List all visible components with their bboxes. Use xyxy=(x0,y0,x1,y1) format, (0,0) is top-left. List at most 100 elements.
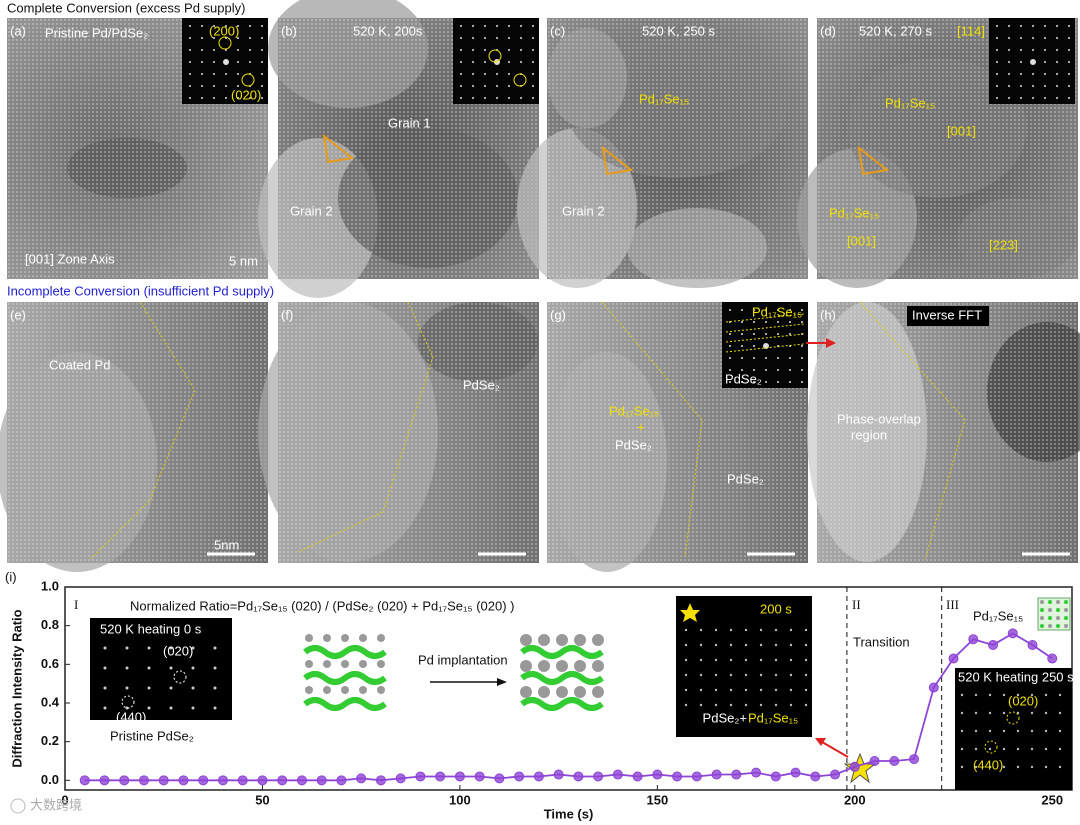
spot xyxy=(774,688,778,692)
y-axis-label: Diffraction Intensity Ratio xyxy=(9,609,24,767)
fft-spot xyxy=(201,49,203,51)
lattice xyxy=(817,302,1078,563)
panel-text: Pd₁₇Se₁₅ xyxy=(609,403,659,418)
layer xyxy=(520,671,604,685)
inset-text: PdSe₂+ xyxy=(703,710,747,725)
fft-spot xyxy=(520,49,522,51)
fft-spot xyxy=(1044,97,1046,99)
fft-spot xyxy=(189,49,191,51)
panel-text: [001] xyxy=(847,233,876,248)
inset-caption: Pristine PdSe₂ xyxy=(110,728,194,743)
atom xyxy=(323,634,331,642)
atom xyxy=(359,660,367,668)
panel: (e) Coated Pd 5nm xyxy=(0,301,268,572)
y-tick-label: 0.4 xyxy=(41,694,60,709)
atom xyxy=(341,634,349,642)
spot xyxy=(125,686,129,690)
atom xyxy=(520,634,532,646)
atom xyxy=(1048,600,1052,604)
atom xyxy=(1064,616,1068,620)
spot xyxy=(1016,729,1020,733)
spot xyxy=(789,628,793,632)
fft-spot xyxy=(1056,97,1058,99)
atom xyxy=(556,660,568,672)
data-point xyxy=(711,769,722,780)
spot xyxy=(789,688,793,692)
fft-spot xyxy=(532,85,534,87)
fft-spot xyxy=(1032,37,1034,39)
data-point xyxy=(198,775,209,786)
spot xyxy=(714,673,718,677)
fft-spot xyxy=(225,85,227,87)
spot-circle xyxy=(121,695,135,709)
fft-spot xyxy=(729,369,731,371)
spot xyxy=(1002,747,1006,751)
panel-text: PdSe₂ xyxy=(463,377,500,392)
fft-spot xyxy=(1020,73,1022,75)
data-point xyxy=(751,767,762,778)
fft-spot xyxy=(261,97,263,99)
fft-spot xyxy=(520,61,522,63)
fft-spot xyxy=(729,333,731,335)
fft-spot xyxy=(1056,85,1058,87)
spot xyxy=(789,673,793,677)
fft-spot xyxy=(1008,61,1010,63)
fft-spot xyxy=(777,333,779,335)
fft-spot xyxy=(249,25,251,27)
spot xyxy=(774,673,778,677)
data-point xyxy=(790,767,801,778)
fft-spot xyxy=(261,61,263,63)
fft-spot xyxy=(765,309,767,311)
spot xyxy=(744,658,748,662)
fft-spot xyxy=(996,73,998,75)
panel-label: (f) xyxy=(281,307,293,322)
fft-guide xyxy=(725,313,805,323)
fft-spot xyxy=(801,309,803,311)
panel-text: [001] Zone Axis xyxy=(25,251,115,266)
data-point xyxy=(415,771,426,782)
fft-circle xyxy=(488,49,502,63)
spot xyxy=(699,688,703,692)
panel-label: (a) xyxy=(10,23,26,38)
x-tick-label: 200 xyxy=(844,792,866,807)
spot xyxy=(1016,765,1020,769)
data-point xyxy=(395,773,406,784)
atom xyxy=(538,634,550,646)
fft-spot xyxy=(237,85,239,87)
fft-spot xyxy=(213,61,215,63)
spot xyxy=(804,688,808,692)
atom xyxy=(556,686,568,698)
data-point xyxy=(79,775,90,786)
spot xyxy=(169,646,173,650)
inset-text: 200 s xyxy=(760,601,792,616)
spot xyxy=(684,703,688,707)
fft-spot xyxy=(201,97,203,99)
spot xyxy=(804,643,808,647)
data-point xyxy=(869,756,880,766)
spot xyxy=(988,693,992,697)
spot xyxy=(1058,693,1062,697)
fft-spot xyxy=(261,37,263,39)
spot xyxy=(974,765,978,769)
fft-spot xyxy=(225,97,227,99)
fft-spot xyxy=(472,37,474,39)
fft-spot xyxy=(189,85,191,87)
fft-spot xyxy=(729,357,731,359)
spot xyxy=(729,673,733,677)
spot xyxy=(1030,693,1034,697)
fft-spot xyxy=(801,357,803,359)
region-label: III xyxy=(946,597,959,612)
lattice xyxy=(7,302,268,563)
panel-text: 520 K, 250 s xyxy=(642,23,715,38)
fft-spot xyxy=(789,321,791,323)
data-point xyxy=(1027,640,1038,650)
spot xyxy=(147,706,151,710)
spot xyxy=(960,729,964,733)
panel-text: [114] xyxy=(957,23,985,38)
inset-text: Pd₁₇Se₁₅ xyxy=(748,710,798,725)
marker-triangle xyxy=(857,145,890,176)
fft-spot xyxy=(741,333,743,335)
fft-spot xyxy=(520,97,522,99)
